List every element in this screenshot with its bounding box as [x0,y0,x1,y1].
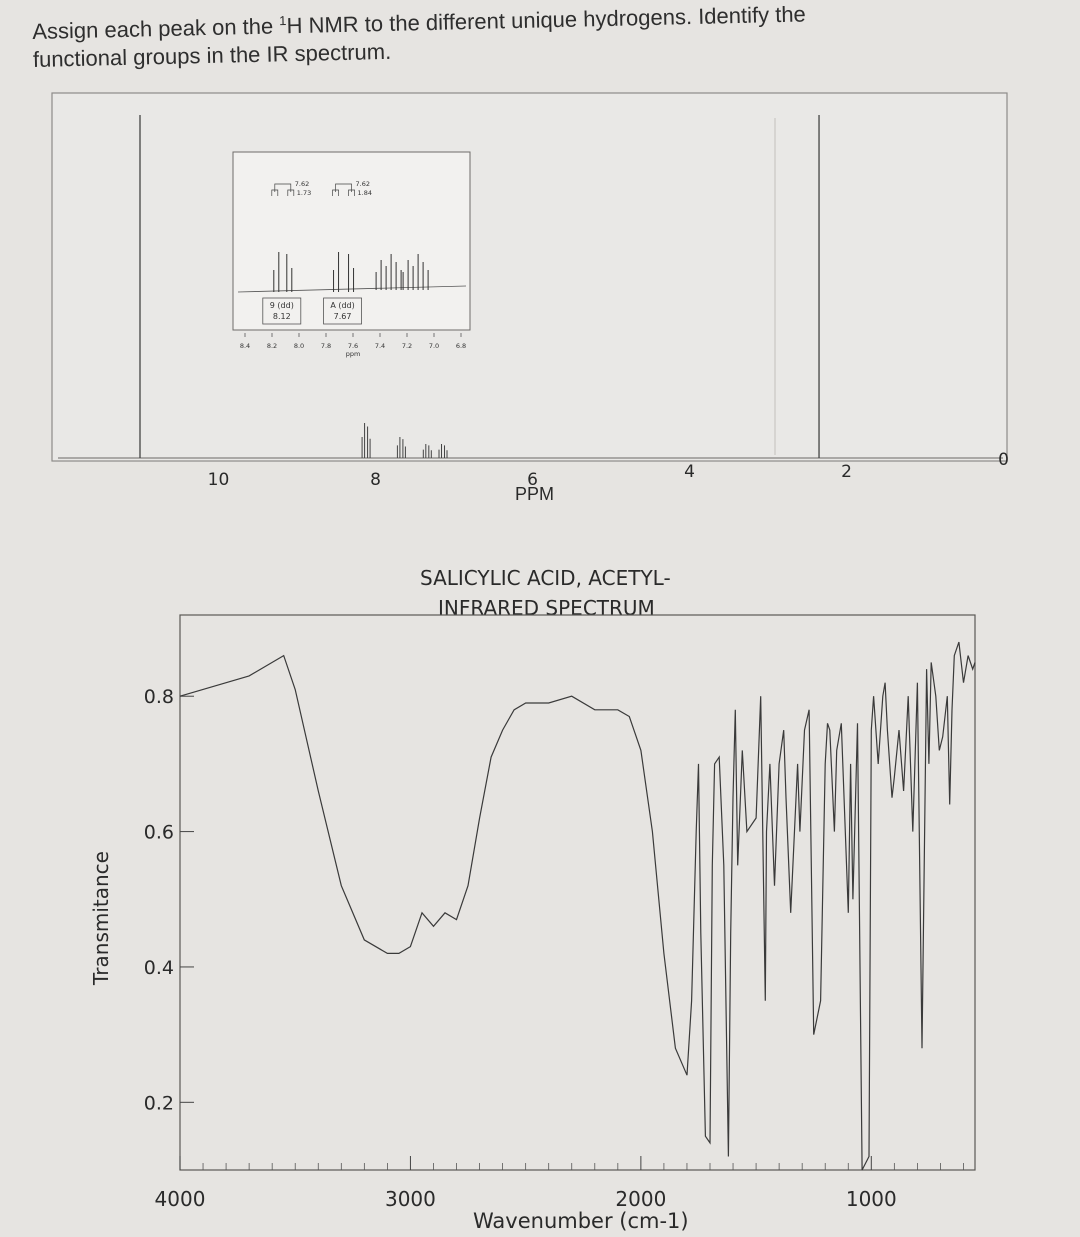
inset-multiplet-extra-1 [402,254,429,290]
inset-tick-label-6: 7.2 [402,342,412,350]
ir-x-tick-label-0: 4000 [155,1187,206,1211]
inset-x-axis-label: ppm [346,350,361,358]
nmr-peak-1 [361,423,371,458]
inset-tick-label-3: 7.8 [321,342,331,350]
ir-x-tick-label-3: 1000 [846,1187,897,1211]
inset-shift-0: 8.12 [273,312,291,321]
inset-tick-label-1: 8.2 [267,342,277,350]
ir-subtitle: INFRARED SPECTRUM [438,596,655,620]
ir-title: SALICYLIC ACID, ACETYL- [420,566,671,590]
ir-x-tick-label-2: 2000 [615,1187,666,1211]
nmr-tick-label-1: 8 [370,470,381,490]
inset-label-box-1 [323,297,362,325]
inset-coupling-b-0: 1.73 [297,189,311,197]
ir-y-tick-label-0: 0.8 [144,686,174,708]
inset-tick-label-4: 7.6 [348,342,358,350]
inset-coupling-a-1: 7.62 [356,180,370,188]
ir-plot-frame [179,614,976,1171]
inset-label-box-0 [262,297,302,325]
inset-tick-label-7: 7.0 [429,342,439,350]
nmr-tick-label-4: 2 [841,462,852,482]
ir-y-tick-label-2: 0.4 [144,957,174,979]
ir-axes: 0.8 0.6 0.4 0.2 4000 3000 2000 1000 [144,686,964,1211]
ir-y-tick-label-1: 0.6 [144,822,174,844]
nmr-tick-label-3: 4 [684,462,695,482]
ir-y-tick-label-3: 0.2 [144,1092,174,1114]
inset-tick-label-5: 7.4 [375,342,385,350]
nmr-x-axis: 10 8 6 4 2 0 [208,450,1009,490]
inset-tick-label-8: 6.8 [456,342,466,350]
nmr-peak-2 [396,437,406,458]
inset-coupling-tree-1 [332,183,355,196]
inset-coupling-tree-0 [271,183,295,196]
ir-y-axis-label: Transmitance [89,851,113,986]
inset-tick-label-0: 8.4 [240,342,250,350]
ir-series-line [179,641,976,1171]
inset-shift-1: 7.67 [334,312,352,321]
nmr-inset: 7.621.739 (dd)8.127.621.84A (dd)7.678.4 8… [237,180,466,358]
nmr-peak-3 [422,444,432,458]
inset-label-1: A (dd) [330,301,354,310]
inset-multiplet-extra-0 [375,254,402,290]
nmr-spectrum: 7.621.739 (dd)8.127.621.84A (dd)7.678.4 8… [51,92,1009,504]
inset-coupling-b-1: 1.84 [358,189,372,197]
ir-x-axis-label: Wavenumber (cm-1) [473,1209,689,1233]
inset-tick-label-2: 8.0 [294,342,304,350]
nmr-tick-label-5: 0 [998,450,1009,470]
inset-coupling-a-0: 7.62 [295,180,309,188]
nmr-tick-label-2: 6 [527,470,538,490]
nmr-tick-label-0: 10 [208,470,230,490]
inset-label-0: 9 (dd) [270,301,294,310]
inset-multiplet-0 [273,252,293,292]
nmr-plot-frame [51,92,1008,462]
ir-x-tick-label-1: 3000 [385,1187,436,1211]
nmr-peaks [139,115,820,458]
inset-multiplet-1 [333,252,355,292]
nmr-peak-4 [438,444,448,458]
nmr-x-axis-label: PPM [515,484,554,504]
